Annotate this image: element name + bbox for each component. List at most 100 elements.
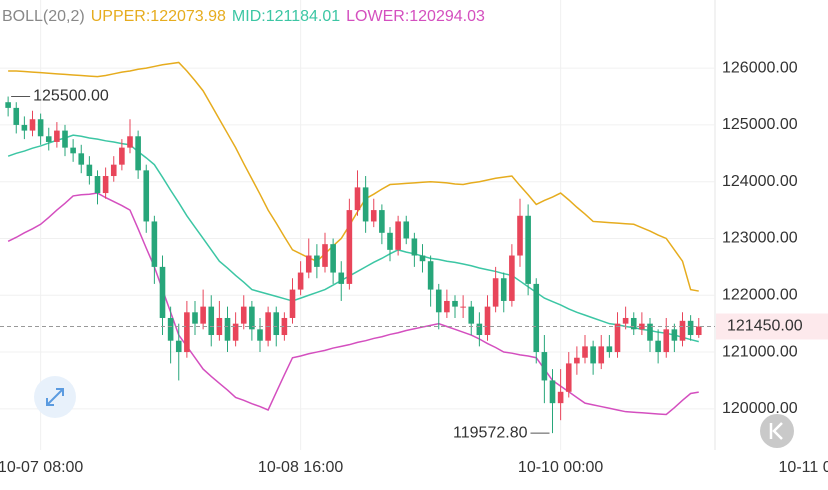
y-tick-label: 124000.00 (722, 173, 798, 190)
candle-body (322, 244, 328, 267)
candle-body (330, 244, 336, 273)
legend-entry: MID:121184.01 (231, 8, 341, 25)
candle-body (200, 306, 206, 324)
expand-icon[interactable] (46, 388, 64, 406)
x-tick-label: 10-10 00:00 (518, 459, 604, 476)
candle-body (525, 215, 531, 284)
candle-body (509, 255, 515, 301)
candle-body (411, 238, 418, 256)
candle-body (240, 306, 247, 324)
candle-body (468, 306, 475, 324)
candle-body (184, 312, 190, 353)
candle-body (370, 210, 377, 222)
x-tick-label: 10-11 08:00 (779, 459, 828, 476)
last-price-box (716, 313, 828, 340)
candle-body (565, 363, 572, 392)
candle-body (582, 346, 588, 358)
candle-body (94, 176, 101, 194)
candle-body (435, 289, 442, 313)
logo-bg[interactable] (760, 414, 794, 448)
candle-body (54, 130, 60, 142)
band-line (7, 134, 699, 343)
candle-body (387, 232, 393, 250)
candle-body (45, 136, 52, 142)
candle-body (143, 170, 150, 222)
candle-body (630, 317, 637, 330)
candle-body (151, 221, 158, 267)
candle-body (606, 346, 613, 353)
candle-body (314, 255, 320, 267)
candle-body (232, 323, 239, 341)
candle-body (541, 352, 548, 381)
candle-body (37, 119, 44, 137)
candle-body (127, 136, 133, 148)
y-tick-label: 125000.00 (722, 116, 798, 133)
candle-body (427, 261, 434, 290)
candle-body (192, 312, 198, 324)
candle-body (29, 119, 36, 131)
candle-body (403, 221, 410, 239)
candle-body (224, 317, 231, 341)
candle-body (86, 164, 93, 177)
candle-body (379, 210, 385, 233)
candle-body (289, 289, 296, 318)
candle-body (362, 187, 369, 222)
candle-body (338, 272, 345, 284)
candle-body (21, 124, 28, 131)
y-tick-label: 126000.00 (722, 59, 798, 76)
candle-body (484, 306, 491, 336)
candle-body (574, 357, 580, 364)
candle-body (549, 380, 556, 404)
candle-body (5, 102, 11, 108)
candle-body (419, 255, 426, 262)
candle-body (257, 329, 263, 341)
candle-body (119, 147, 125, 165)
candle-body (110, 164, 117, 177)
candle-body (62, 130, 68, 148)
min-label: 119572.80 (453, 424, 528, 441)
candle-body (500, 278, 507, 301)
candle-body (460, 306, 466, 308)
logo-icon[interactable] (769, 422, 783, 440)
band-line (7, 192, 699, 416)
candle-body (281, 317, 288, 336)
candle-body (167, 317, 174, 341)
legend-entry: LOWER:120294.03 (346, 8, 485, 25)
candle-body (663, 329, 670, 353)
candle-body (598, 346, 605, 364)
candle-body (175, 340, 182, 353)
candle-body (679, 320, 686, 341)
candle-body (452, 300, 458, 307)
y-tick-label: 120000.00 (722, 400, 798, 417)
candle-body (395, 221, 401, 250)
candle-body (590, 346, 596, 364)
logo-button[interactable] (760, 414, 794, 448)
y-tick-label: 123000.00 (722, 230, 798, 247)
x-tick-label: 10-07 08:00 (0, 459, 83, 476)
max-label: 125500.00 (33, 88, 109, 105)
candle-body (354, 187, 361, 211)
candle-body (695, 326, 702, 336)
x-tick-label: 10-08 16:00 (258, 459, 344, 476)
expand-button[interactable] (34, 376, 76, 418)
candle-body (655, 340, 661, 353)
candle-body (135, 136, 141, 171)
candle-body (78, 153, 85, 165)
candle-body (476, 323, 483, 336)
candle-body (687, 320, 694, 336)
candle-body (102, 176, 109, 194)
candle-body (622, 317, 629, 324)
candle-body (305, 255, 312, 273)
candle-body (159, 266, 166, 318)
legend-entry: UPPER:122073.98 (90, 8, 226, 25)
candle-body (273, 312, 280, 336)
candle-body (297, 272, 304, 290)
y-tick-label: 121000.00 (722, 343, 798, 360)
candle-body (517, 215, 523, 256)
candle-body (492, 278, 499, 307)
candle-body (208, 306, 215, 336)
indicator-label: BOLL(20,2) (2, 8, 85, 25)
candle-body (533, 283, 540, 353)
